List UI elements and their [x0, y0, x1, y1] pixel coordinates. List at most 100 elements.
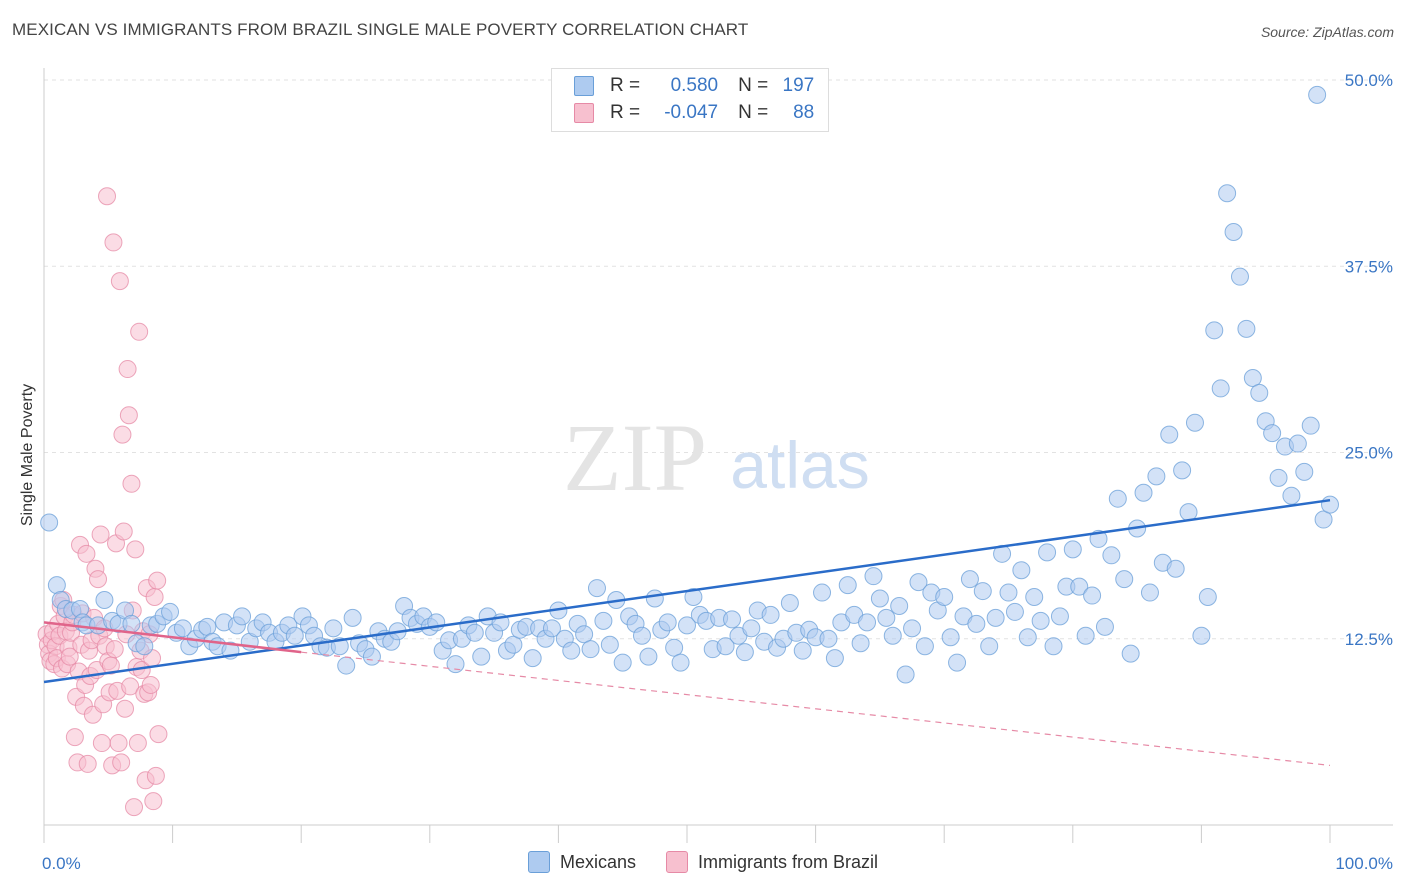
point-mexicans — [896, 665, 915, 684]
point-brazil — [149, 725, 168, 744]
point-brazil — [98, 187, 117, 206]
point-mexicans — [890, 596, 909, 615]
point-mexicans — [504, 635, 523, 654]
point-mexicans — [665, 638, 684, 657]
point-mexicans — [999, 583, 1018, 602]
point-mexicans — [819, 629, 838, 648]
point-mexicans — [523, 649, 542, 668]
tick-labels: 12.5% 25.0% 37.5% 50.0% 0.0% 100.0% — [42, 71, 1393, 873]
point-mexicans — [1070, 577, 1089, 596]
legend-item-brazil[interactable]: Immigrants from Brazil — [666, 851, 878, 873]
legend-label-mexicans: Mexicans — [560, 851, 637, 872]
point-mexicans — [1018, 628, 1037, 647]
point-mexicans — [285, 626, 304, 645]
point-mexicans — [1301, 416, 1320, 435]
point-brazil — [77, 544, 96, 563]
point-brazil — [144, 792, 163, 811]
axes — [43, 68, 1393, 843]
point-brazil — [116, 699, 135, 718]
y-tick-label: 50.0% — [1345, 71, 1393, 90]
point-mexicans — [542, 619, 561, 638]
point-mexicans — [639, 647, 658, 666]
point-mexicans — [1050, 607, 1069, 626]
legend-n-value: 88 — [793, 102, 815, 123]
point-mexicans — [645, 589, 664, 608]
point-mexicans — [1063, 540, 1082, 559]
point-mexicans — [1243, 369, 1262, 387]
y-tick-label: 37.5% — [1345, 257, 1393, 276]
legend-label-brazil: Immigrants from Brazil — [698, 851, 879, 872]
point-mexicans — [915, 637, 934, 656]
point-mexicans — [465, 623, 484, 642]
point-brazil — [105, 640, 124, 659]
point-mexicans — [813, 583, 832, 602]
point-mexicans — [948, 653, 967, 672]
point-mexicans — [1115, 570, 1134, 589]
point-mexicans — [1173, 461, 1192, 480]
point-mexicans — [1005, 602, 1024, 621]
point-mexicans — [1295, 462, 1314, 481]
point-brazil — [112, 753, 131, 772]
point-mexicans — [980, 637, 999, 656]
legend-swatch-brazil — [574, 103, 594, 123]
point-brazil — [110, 272, 129, 291]
point-brazil — [89, 570, 108, 589]
point-mexicans — [600, 635, 619, 654]
point-mexicans — [967, 614, 986, 633]
point-mexicans — [233, 607, 252, 626]
legend-swatch-mexicans — [528, 851, 550, 873]
point-mexicans — [1192, 626, 1211, 645]
point-mexicans — [684, 588, 703, 607]
legend-n-label: N = — [738, 102, 769, 123]
point-mexicans — [446, 655, 465, 674]
trend-line-mexicans — [43, 498, 1331, 684]
point-mexicans — [1147, 467, 1166, 486]
point-mexicans — [337, 656, 356, 675]
y-tick-label: 25.0% — [1345, 444, 1393, 463]
point-mexicans — [1263, 424, 1282, 443]
point-mexicans — [658, 613, 677, 632]
point-brazil — [141, 675, 160, 694]
point-mexicans — [581, 640, 600, 659]
point-brazil — [119, 406, 138, 425]
point-brazil — [109, 734, 128, 753]
point-brazil — [121, 677, 140, 696]
trend-line-brazil — [43, 621, 302, 654]
point-brazil — [92, 734, 111, 753]
point-mexicans — [723, 610, 742, 629]
point-mexicans — [1288, 434, 1307, 453]
watermark: ZIP atlas — [563, 404, 870, 511]
point-mexicans — [935, 588, 954, 607]
point-mexicans — [671, 653, 690, 672]
point-mexicans — [161, 602, 180, 621]
point-mexicans — [1102, 546, 1121, 565]
point-mexicans — [1198, 588, 1217, 607]
point-mexicans — [883, 626, 902, 645]
point-mexicans — [870, 589, 889, 608]
point-mexicans — [1314, 510, 1333, 529]
series-legend: Mexicans Immigrants from Brazil — [528, 851, 908, 873]
point-mexicans — [716, 637, 735, 656]
point-brazil — [113, 425, 132, 444]
point-mexicans — [1269, 468, 1288, 487]
point-mexicans — [40, 513, 59, 532]
point-mexicans — [1321, 495, 1339, 514]
legend-swatch-brazil — [666, 851, 689, 873]
point-mexicans — [1083, 586, 1102, 605]
point-brazil — [122, 474, 141, 493]
point-mexicans — [324, 619, 343, 638]
point-brazil — [146, 766, 165, 785]
legend-n-label: N = — [738, 75, 769, 96]
point-mexicans — [1012, 561, 1031, 580]
legend-box: R = 0.580 N = 197 R = -0.047 N = 88 — [551, 68, 829, 132]
point-mexicans — [562, 641, 581, 660]
point-brazil — [104, 233, 123, 252]
x-tick-label-min: 0.0% — [42, 854, 81, 873]
legend-item-mexicans[interactable]: Mexicans — [528, 851, 636, 873]
point-mexicans — [858, 613, 877, 632]
point-mexicans — [1211, 379, 1230, 398]
point-mexicans — [909, 573, 928, 592]
point-mexicans — [1230, 267, 1249, 286]
point-mexicans — [47, 576, 66, 595]
point-brazil — [118, 360, 137, 379]
